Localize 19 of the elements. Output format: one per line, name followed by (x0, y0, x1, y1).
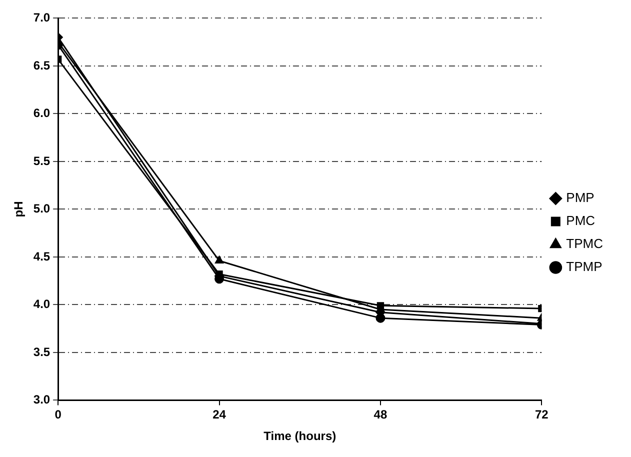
y-tick-label: 5.0 (33, 202, 50, 216)
y-tick-label: 4.0 (33, 297, 50, 312)
x-tick-label: 48 (374, 408, 388, 422)
y-tick-label: 5.5 (33, 154, 50, 168)
y-tick-label: 4.5 (33, 249, 50, 264)
legend-label: PMC (566, 213, 596, 228)
legend-label: TPMC (566, 236, 604, 252)
y-tick-label: 3.0 (33, 392, 50, 407)
legend-label: TPMP (566, 259, 602, 274)
legend-label: PMP (566, 190, 594, 206)
x-tick-label: 0 (54, 408, 62, 422)
y-axis-title: pH (12, 201, 26, 218)
x-tick-label: 24 (212, 408, 226, 422)
x-axis-title: Time (hours) (264, 429, 336, 444)
y-tick-label: 6.0 (33, 106, 50, 120)
y-tick-label: 6.5 (33, 58, 50, 72)
y-tick-label: 3.5 (33, 344, 50, 359)
x-tick-label: 72 (534, 408, 549, 422)
y-tick-label: 7.0 (33, 10, 50, 25)
